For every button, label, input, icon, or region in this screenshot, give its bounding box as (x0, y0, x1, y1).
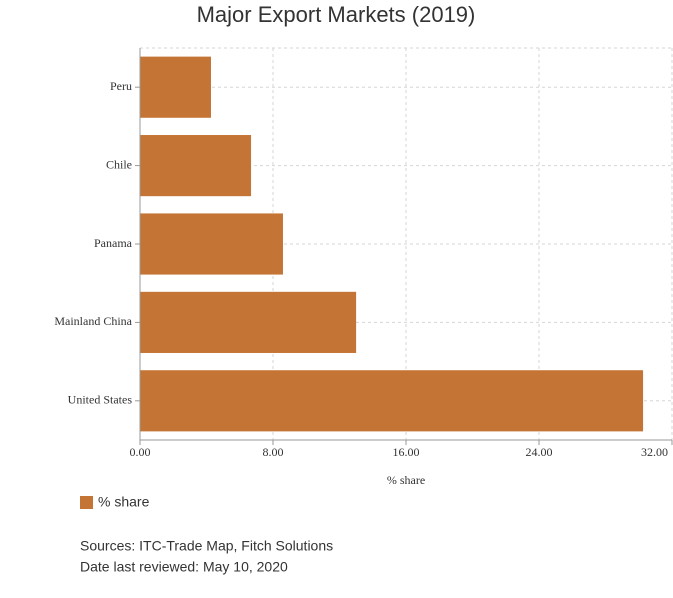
bar (140, 135, 252, 197)
x-axis-label: % share (387, 473, 425, 487)
x-tick-label: 0.00 (130, 445, 151, 459)
legend-label: % share (98, 494, 150, 510)
x-tick-label: 16.00 (393, 445, 420, 459)
source-line: Sources: ITC-Trade Map, Fitch Solutions (80, 538, 333, 554)
source-line: Date last reviewed: May 10, 2020 (80, 559, 288, 575)
y-tick-label: Mainland China (54, 314, 132, 328)
bar (140, 56, 211, 118)
bar (140, 370, 644, 432)
chart-title: Major Export Markets (2019) (197, 2, 476, 27)
bar (140, 213, 283, 275)
y-tick-label: United States (68, 393, 133, 407)
legend-swatch (80, 496, 93, 509)
bar (140, 291, 357, 353)
y-tick-label: Panama (94, 236, 133, 250)
x-tick-label: 32.00 (641, 445, 668, 459)
x-tick-label: 8.00 (263, 445, 284, 459)
y-tick-label: Peru (110, 79, 132, 93)
y-tick-label: Chile (106, 157, 132, 171)
x-tick-label: 24.00 (526, 445, 553, 459)
